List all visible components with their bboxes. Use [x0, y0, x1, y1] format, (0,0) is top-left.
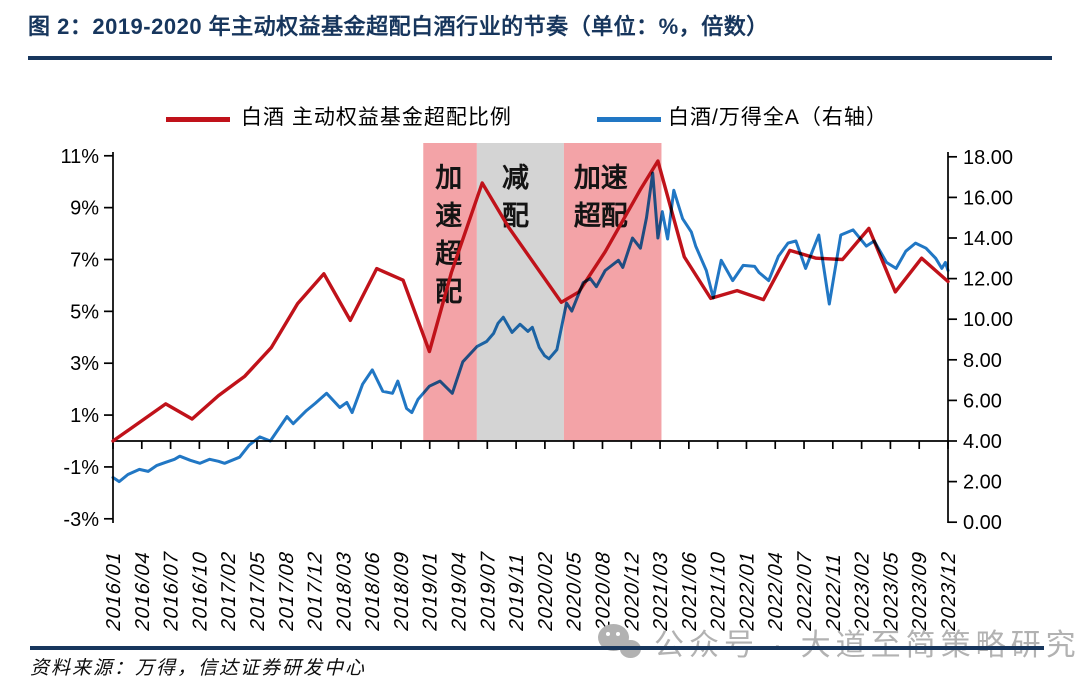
x-tick-label: 2016/07 [161, 548, 183, 633]
x-tick-label: 2021/06 [679, 548, 701, 633]
right-tick-label: 6.00 [963, 390, 1002, 412]
left-tick-label: 11% [60, 146, 99, 168]
watermark-text: 公众号 · 大道至简策略研究 [654, 620, 1080, 664]
x-tick-label: 2020/12 [622, 548, 644, 633]
right-tick-label: 12.00 [963, 269, 1013, 291]
x-tick-label: 2018/03 [334, 548, 356, 633]
legend-swatch-liquor-wind-a [597, 117, 661, 122]
x-tick-label: 2019/04 [449, 548, 471, 633]
region-label-reduce-allocation: 配 [502, 201, 529, 231]
right-tick-label: 8.00 [963, 350, 1002, 372]
right-tick-label: 10.00 [963, 309, 1013, 331]
right-tick-label: 16.00 [963, 187, 1013, 209]
right-tick-label: 0.00 [963, 512, 1002, 534]
region-label-accelerate-overweight-1: 速 [435, 201, 462, 231]
right-tick-label: 2.00 [963, 472, 1002, 494]
figure-title: 图 2：2019-2020 年主动权益基金超配白酒行业的节奏（单位：%，倍数） [28, 14, 769, 39]
region-label-accelerate-overweight-1: 加 [435, 163, 462, 193]
source-note: 资料来源：万得，信达证券研发中心 [30, 658, 367, 679]
right-tick-label: 18.00 [963, 147, 1013, 169]
left-tick-label: -3% [63, 509, 99, 531]
x-tick-label: 2019/01 [420, 548, 442, 633]
left-tick-label: -1% [63, 457, 99, 479]
legend-label-overweight-ratio: 白酒 主动权益基金超配比例 [241, 106, 512, 129]
legend-label-liquor-wind-a: 白酒/万得全A（右轴） [668, 106, 888, 129]
x-tick-label: 2023/09 [910, 548, 932, 633]
x-tick-label: 2017/02 [218, 548, 240, 633]
x-tick-label: 2023/05 [881, 548, 903, 633]
x-tick-label: 2020/05 [564, 548, 586, 633]
x-tick-label: 2022/04 [766, 548, 788, 633]
x-tick-label: 2018/09 [391, 548, 413, 633]
x-tick-label: 2017/12 [305, 548, 327, 633]
x-tick-label: 2022/11 [823, 550, 845, 634]
x-tick-label: 2019/07 [478, 548, 500, 633]
legend-swatch-overweight-ratio [166, 117, 230, 122]
region-reduce-allocation [476, 143, 564, 441]
wechat-icon [598, 622, 644, 662]
region-label-accelerate-overweight-2: 加速 [574, 163, 628, 193]
left-tick-label: 1% [70, 405, 99, 427]
x-tick-label: 2022/01 [737, 548, 759, 633]
x-tick-label: 2016/10 [190, 548, 212, 633]
x-tick-label: 2023/12 [938, 548, 960, 633]
series-line-overweight-ratio [111, 159, 950, 443]
left-tick-label: 9% [70, 198, 99, 220]
right-tick-label: 14.00 [963, 228, 1013, 250]
left-tick-label: 3% [70, 353, 99, 375]
x-tick-label: 2017/08 [276, 548, 298, 633]
x-tick-label: 2017/05 [247, 548, 269, 633]
x-tick-label: 2018/06 [362, 548, 384, 633]
series-line-liquor-wind-a [111, 171, 950, 484]
top-rule [28, 56, 1052, 60]
x-tick-label: 2022/07 [794, 548, 816, 633]
x-tick-label: 2019/11 [506, 550, 528, 634]
x-tick-label: 2016/01 [103, 548, 125, 633]
left-tick-label: 7% [70, 249, 99, 271]
right-tick-label: 4.00 [963, 431, 1002, 453]
x-tick-label: 2020/02 [535, 548, 557, 633]
x-tick-label: 2016/04 [132, 548, 154, 633]
x-tick-label: 2023/02 [852, 548, 874, 633]
watermark: 公众号 · 大道至简策略研究 [598, 620, 1080, 664]
left-tick-label: 5% [70, 301, 99, 323]
x-tick-label: 2020/08 [593, 548, 615, 633]
region-label-reduce-allocation: 减 [502, 163, 529, 193]
x-tick-label: 2021/10 [708, 548, 730, 633]
bottom-rule [30, 646, 1044, 650]
x-tick-label: 2021/03 [650, 548, 672, 633]
